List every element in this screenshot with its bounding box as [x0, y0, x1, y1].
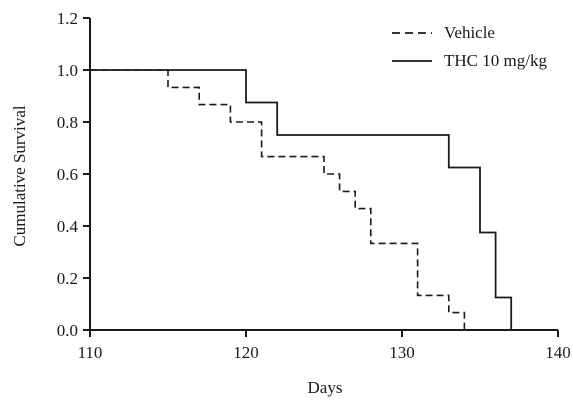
axes: 110 120 130 140 0.0 0.2 0.4 0.6 0.8 1.0 1.2: [57, 9, 571, 362]
series-line-thc: [90, 69, 513, 330]
x-axis-title: Days: [308, 378, 343, 397]
x-tick-label: 130: [389, 343, 415, 362]
series-layer: [90, 69, 513, 330]
y-axis-title: Cumulative Survival: [10, 105, 29, 246]
y-tick-label: 0.0: [57, 321, 78, 340]
y-tick-label: 0.6: [57, 165, 78, 184]
x-tick-label: 140: [545, 343, 571, 362]
y-tick-label: 0.8: [57, 113, 78, 132]
x-tick-label: 120: [233, 343, 259, 362]
legend-label: THC 10 mg/kg: [444, 51, 547, 70]
legend: Vehicle THC 10 mg/kg: [392, 23, 547, 70]
series-line-vehicle: [90, 69, 466, 330]
y-tick-label: 0.4: [57, 217, 79, 236]
y-tick-label: 1.2: [57, 9, 78, 28]
legend-label: Vehicle: [444, 23, 495, 42]
x-tick-label: 110: [78, 343, 103, 362]
y-tick-label: 1.0: [57, 61, 78, 80]
y-tick-label: 0.2: [57, 269, 78, 288]
